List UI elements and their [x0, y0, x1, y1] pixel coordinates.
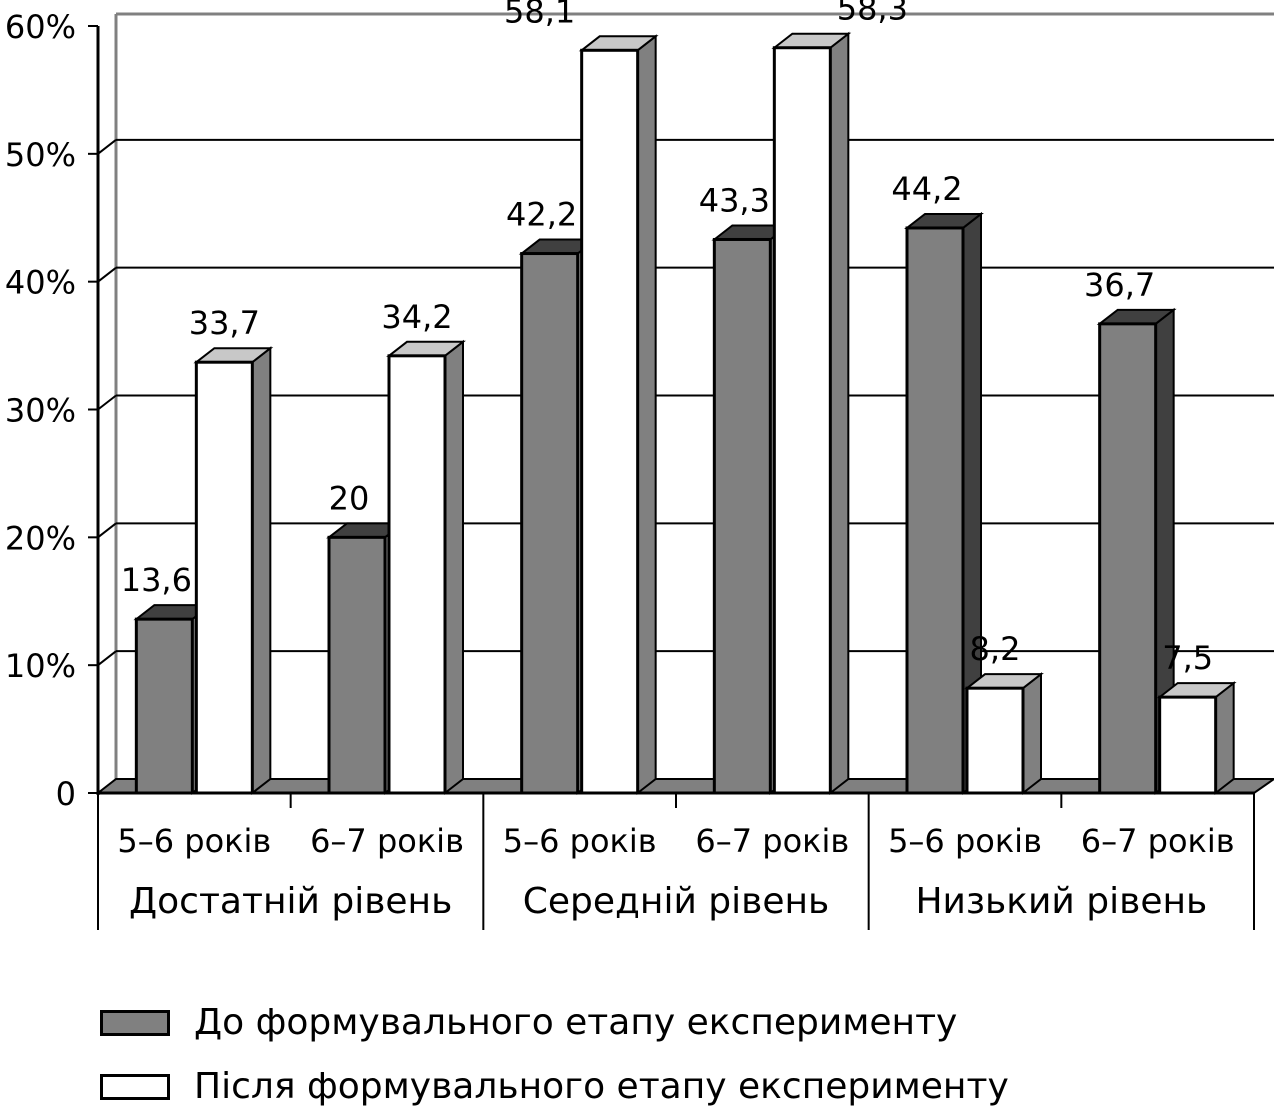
x-category-label: 5–6 років	[888, 822, 1042, 860]
bar-after	[580, 48, 640, 795]
y-tick-label: 50%	[5, 136, 76, 174]
bar-before-value-label: 43,3	[699, 181, 770, 219]
x-category-label: 5–6 років	[503, 822, 657, 860]
gridline-diagonal	[97, 650, 117, 666]
x-category-label: 6–7 років	[310, 822, 464, 860]
bar-before-value-label: 20	[329, 479, 370, 517]
legend-item-before: До формувального етапу експерименту	[100, 1002, 957, 1043]
bar-before-value-label: 36,7	[1084, 266, 1155, 304]
bar-before-value-label: 42,2	[506, 196, 577, 234]
gridline-diagonal	[97, 266, 117, 283]
bar-before	[520, 252, 580, 795]
bar-before	[1098, 322, 1158, 795]
x-group-label: Низький рівень	[915, 881, 1207, 922]
legend-swatch-after	[100, 1073, 170, 1100]
gridline-diagonal	[97, 522, 117, 539]
bar-before-value-label: 13,6	[121, 561, 192, 599]
y-tick-label: 0	[56, 775, 76, 813]
y-tick-label: 40%	[5, 264, 76, 302]
x-group-label: Середній рівень	[523, 881, 830, 922]
bar-before	[905, 226, 965, 795]
y-tick-label: 10%	[5, 647, 76, 685]
legend-item-after: Після формувального етапу експерименту	[100, 1066, 1009, 1107]
bar-before	[134, 617, 194, 795]
bar-after	[965, 686, 1025, 795]
bar-after-side	[444, 339, 464, 796]
bar-after-value-label: 58,1	[504, 0, 575, 30]
bar-after	[194, 360, 254, 795]
y-tick-label: 20%	[5, 519, 76, 557]
bar-after-side	[1022, 672, 1042, 796]
bar-before	[712, 237, 772, 795]
bar-after-value-label: 8,2	[970, 630, 1021, 668]
bar-after	[1158, 695, 1218, 795]
bar-after-value-label: 34,2	[381, 298, 452, 336]
bar-chart-svg: 0 10% 20% 30% 40% 50% 60% 13,6 33,7 20 34,2 42,2 58,…	[5, 0, 1274, 930]
x-category-label: 6–7 років	[695, 822, 849, 860]
gridline-diagonal	[97, 139, 117, 155]
x-category-label: 5–6 років	[117, 822, 271, 860]
x-group-label: Достатній рівень	[129, 881, 452, 922]
legend-label-before: До формувального етапу експерименту	[194, 1002, 958, 1043]
x-category-label: 6–7 років	[1081, 822, 1235, 860]
legend-swatch-before	[100, 1009, 170, 1036]
bar-after	[772, 46, 832, 795]
bar-after	[387, 354, 447, 795]
bar-before	[327, 535, 387, 795]
bar-after-value-label: 33,7	[189, 304, 260, 342]
bar-after-side	[829, 31, 850, 796]
bar-after-side	[251, 346, 272, 796]
bar-after-value-label: 58,3	[837, 0, 908, 28]
bar-after-side	[1214, 681, 1235, 796]
bar-after-value-label: 7,5	[1162, 639, 1213, 677]
y-tick-label: 60%	[5, 8, 76, 46]
legend-label-after: Після формувального етапу експерименту	[194, 1066, 1009, 1107]
y-tick-label: 30%	[5, 392, 76, 430]
gridline-diagonal	[97, 394, 117, 411]
bar-after-side	[636, 34, 657, 796]
chart-floor	[95, 778, 1274, 794]
bar-before-value-label: 44,2	[891, 170, 962, 208]
